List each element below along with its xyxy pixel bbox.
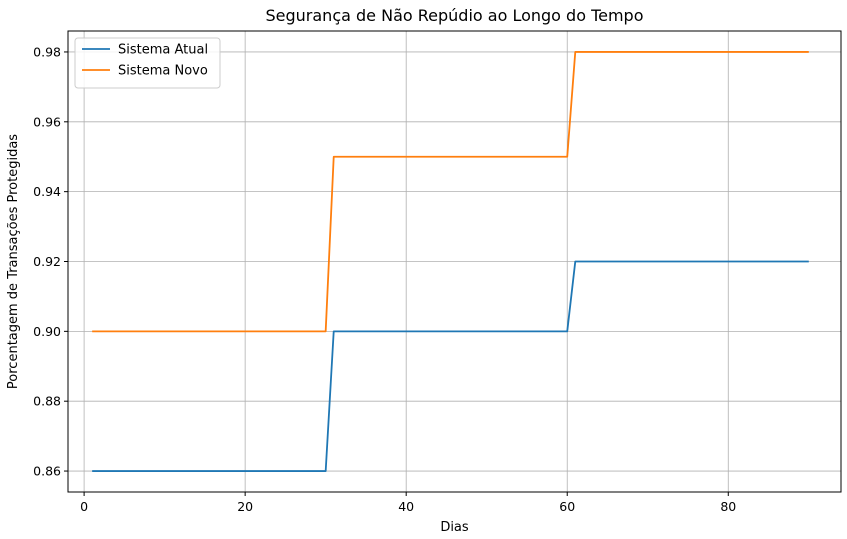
series-line-1 bbox=[92, 260, 809, 472]
y-axis-label: Porcentagem de Transações Protegidas bbox=[6, 134, 21, 389]
y-ticks: 0.86 0.88 0.90 0.92 0.94 0.96 0.98 bbox=[33, 44, 68, 479]
series-line-2 bbox=[92, 51, 809, 333]
legend-label: Sistema Atual bbox=[118, 43, 208, 58]
x-tick-label: 20 bbox=[237, 499, 253, 514]
y-tick-label: 0.90 bbox=[33, 324, 61, 339]
x-tick-label: 80 bbox=[720, 499, 736, 514]
y-tick-label: 0.88 bbox=[33, 394, 61, 409]
y-tick-label: 0.96 bbox=[33, 114, 61, 129]
x-tick-label: 40 bbox=[398, 499, 414, 514]
y-tick-label: 0.92 bbox=[33, 254, 61, 269]
series-layer bbox=[92, 51, 809, 472]
chart-title: Segurança de Não Repúdio ao Longo do Tem… bbox=[266, 6, 644, 25]
y-tick-label: 0.98 bbox=[33, 44, 61, 59]
x-tick-label: 0 bbox=[80, 499, 88, 514]
x-ticks: 0 20 40 60 80 bbox=[80, 492, 736, 514]
legend-box bbox=[74, 37, 221, 89]
x-axis-label: Dias bbox=[440, 520, 469, 535]
x-tick-label: 60 bbox=[559, 499, 575, 514]
y-tick-label: 0.94 bbox=[33, 184, 61, 199]
y-tick-label: 0.86 bbox=[33, 464, 61, 479]
legend-label: Sistema Novo bbox=[118, 64, 208, 79]
legend: Sistema Atual Sistema Novo bbox=[74, 37, 221, 89]
